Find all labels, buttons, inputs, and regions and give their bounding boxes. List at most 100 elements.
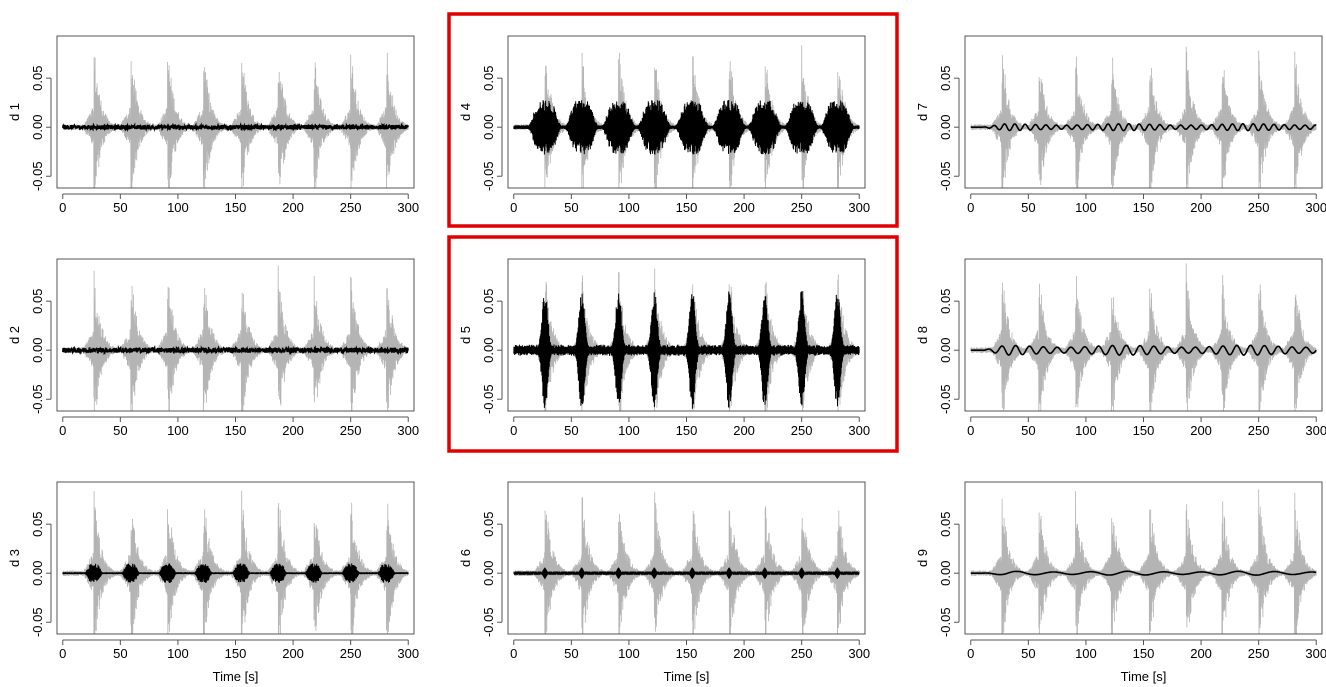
x-tick-label: 250 [340, 423, 362, 438]
x-tick-label: 150 [1133, 423, 1155, 438]
x-tick-label: 300 [397, 200, 419, 215]
y-tick-label: -0.05 [481, 161, 496, 191]
x-tick-label: 150 [225, 200, 247, 215]
x-tick-label: 50 [113, 423, 127, 438]
x-axis-label: Time [s] [213, 669, 259, 684]
x-tick-label: 300 [848, 200, 870, 215]
x-tick-label: 100 [618, 646, 640, 661]
panel-4: 0 50 100 150 200 250 300 -0.05 0.00 0.05 d 4 [447, 12, 899, 228]
x-tick-label: 50 [1021, 646, 1035, 661]
highlight-box [447, 235, 899, 453]
detail-coefficient-trace [970, 570, 1317, 576]
y-tick-label: 0.05 [481, 512, 496, 537]
x-tick-label: 200 [1190, 423, 1212, 438]
y-tick-label: 0.05 [30, 66, 45, 91]
x-axis-label: Time [s] [1121, 669, 1167, 684]
x-tick-label: 0 [967, 423, 974, 438]
x-tick-label: 0 [59, 646, 66, 661]
x-tick-label: 200 [282, 646, 304, 661]
signal-trace-gray [970, 263, 1317, 411]
y-tick-label: 0.00 [481, 561, 496, 586]
x-tick-label: 200 [733, 423, 755, 438]
panel-2: 0 50 100 150 200 250 300 -0.05 0.00 0.05 d 2 [7, 258, 419, 438]
x-tick-label: 100 [618, 423, 640, 438]
y-axis-label: d 5 [458, 326, 473, 344]
y-tick-label: 0.00 [481, 115, 496, 140]
y-axis-label: d 7 [915, 103, 930, 121]
x-tick-label: 100 [618, 200, 640, 215]
y-tick-label: 0.00 [30, 115, 45, 140]
x-tick-label: 100 [167, 200, 189, 215]
x-tick-label: 50 [1021, 200, 1035, 215]
x-tick-label: 300 [1305, 646, 1326, 661]
highlight-box [447, 12, 899, 228]
y-axis-label: d 6 [458, 549, 473, 567]
x-tick-label: 0 [510, 200, 517, 215]
y-axis-label: d 2 [7, 326, 22, 344]
x-tick-label: 300 [848, 646, 870, 661]
y-tick-label: 0.05 [30, 512, 45, 537]
y-tick-label: -0.05 [938, 607, 953, 637]
x-tick-label: 300 [1305, 200, 1326, 215]
x-tick-label: 250 [791, 646, 813, 661]
x-tick-label: 0 [510, 646, 517, 661]
x-tick-label: 50 [1021, 423, 1035, 438]
x-tick-label: 0 [59, 423, 66, 438]
x-tick-label: 250 [791, 200, 813, 215]
x-tick-label: 50 [564, 200, 578, 215]
x-tick-label: 200 [1190, 200, 1212, 215]
x-tick-label: 150 [225, 423, 247, 438]
plot-frame [964, 481, 1323, 635]
panel-9: 0 50 100 150 200 250 300 -0.05 0.00 0.05 d 9 Time [… [915, 481, 1326, 684]
x-tick-label: 0 [510, 423, 517, 438]
plot-frame [507, 258, 866, 412]
y-tick-label: -0.05 [30, 161, 45, 191]
x-tick-label: 150 [1133, 200, 1155, 215]
y-tick-label: -0.05 [481, 384, 496, 414]
x-tick-label: 250 [340, 200, 362, 215]
plot-frame [964, 35, 1323, 189]
detail-coefficient-trace [970, 122, 1317, 132]
x-tick-label: 50 [564, 423, 578, 438]
x-tick-label: 0 [967, 200, 974, 215]
y-tick-label: 0.00 [481, 338, 496, 363]
y-tick-label: 0.00 [30, 338, 45, 363]
y-tick-label: 0.05 [481, 289, 496, 314]
x-tick-label: 250 [1248, 423, 1270, 438]
y-axis-label: d 3 [7, 549, 22, 567]
y-tick-label: -0.05 [30, 607, 45, 637]
y-axis-label: d 9 [915, 549, 930, 567]
x-tick-label: 300 [397, 423, 419, 438]
x-tick-label: 300 [1305, 423, 1326, 438]
y-axis-label: d 8 [915, 326, 930, 344]
y-tick-label: 0.00 [938, 115, 953, 140]
x-tick-label: 150 [676, 200, 698, 215]
y-tick-label: -0.05 [938, 161, 953, 191]
x-tick-label: 50 [113, 646, 127, 661]
x-tick-label: 150 [1133, 646, 1155, 661]
x-tick-label: 200 [733, 646, 755, 661]
x-tick-label: 150 [676, 423, 698, 438]
y-tick-label: -0.05 [30, 384, 45, 414]
x-tick-label: 150 [225, 646, 247, 661]
plot-frame [56, 258, 415, 412]
signal-trace-gray [513, 492, 860, 634]
y-tick-label: 0.05 [938, 512, 953, 537]
signal-trace-gray [970, 46, 1317, 188]
x-tick-label: 100 [1075, 646, 1097, 661]
x-tick-label: 200 [282, 423, 304, 438]
panel-1: 0 50 100 150 200 250 300 -0.05 0.00 0.05 d 1 [7, 35, 419, 215]
panel-7: 0 50 100 150 200 250 300 -0.05 0.00 0.05 d 7 [915, 35, 1326, 215]
y-tick-label: 0.00 [938, 338, 953, 363]
x-axis-label: Time [s] [664, 669, 710, 684]
signal-trace-gray [970, 489, 1317, 634]
x-tick-label: 250 [1248, 200, 1270, 215]
detail-coefficient-trace [62, 344, 409, 356]
detail-coefficient-trace [970, 344, 1317, 356]
x-tick-label: 200 [733, 200, 755, 215]
x-tick-label: 100 [1075, 200, 1097, 215]
x-tick-label: 0 [59, 200, 66, 215]
plot-frame [507, 481, 866, 635]
x-tick-label: 100 [1075, 423, 1097, 438]
x-tick-label: 50 [113, 200, 127, 215]
